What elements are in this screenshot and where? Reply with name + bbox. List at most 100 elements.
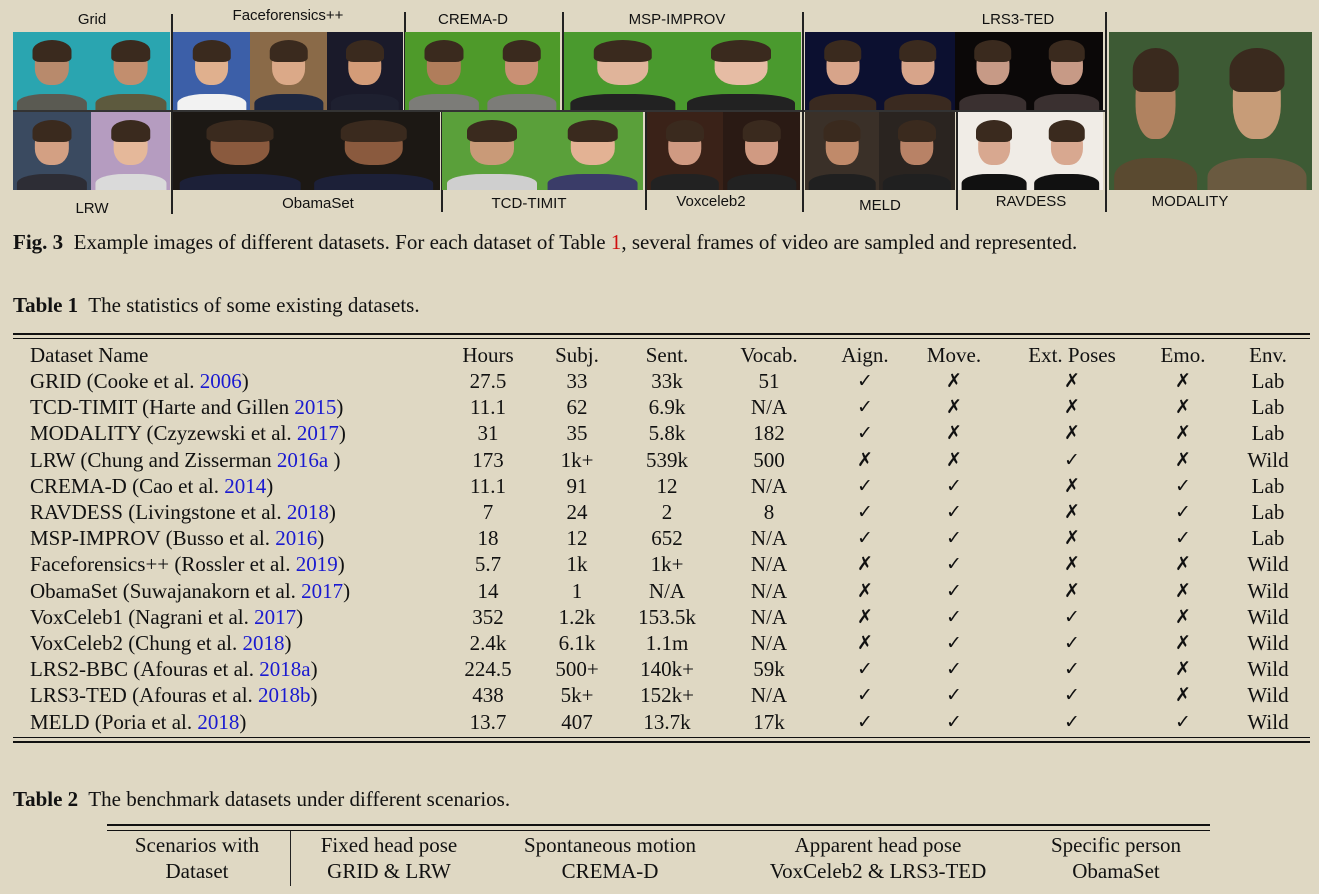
table-cell: 13.7 [469,709,507,734]
citation-year-link[interactable]: 2017 [296,421,339,446]
dataset-sample-frame [91,32,170,110]
table-cell: CREMA-D [561,859,659,883]
hair-shape [206,119,274,142]
table-cell: N/A [750,604,788,629]
citation-year-link[interactable]: 2006 [199,369,242,393]
hair-shape [424,39,464,62]
dataset-name-cell: MODALITY (Czyzewski et al. 2017) [30,421,346,445]
citation-year-link[interactable]: 2018b [258,683,311,708]
dataset-name-cell: RAVDESS (Livingstone et al. 2018) [30,500,336,524]
table-cell: Lab [1251,526,1285,551]
table-cell: 33 [566,369,588,393]
shoulders-shape [808,174,876,190]
dataset-name-cell: GRID (Cooke et al. 2006) [30,369,249,393]
check-icon: ✓ [1175,527,1191,550]
table-cell: 59k [753,657,785,682]
dataset-name-cell: LRS2-BBC (Afouras et al. 2018a) [30,657,318,681]
cross-icon: ✗ [946,422,962,445]
hair-shape [593,39,652,62]
shoulders-shape [313,174,434,190]
shoulders-shape [1113,158,1198,190]
citation-year-link[interactable]: 2018 [197,709,240,734]
table2-caption: Table 2 The benchmark datasets under dif… [13,787,510,812]
check-icon: ✓ [857,396,873,419]
dataset-sample-frame [173,32,250,110]
dataset-name-cell: LRW (Chung and Zisserman 2016a ) [30,448,341,472]
table-cell: 500+ [555,657,599,682]
table-cell: 438 [472,683,504,708]
cross-icon: ✗ [857,553,873,576]
citation-year-link[interactable]: 2018a [259,657,311,682]
dataset-name-cell: VoxCeleb1 (Nagrani et al. 2017) [30,605,303,629]
dataset-name: LRW (Chung and Zisserman [30,447,277,472]
check-icon: ✓ [1064,684,1080,707]
shoulders-shape [1207,158,1307,190]
hair-shape [269,39,308,62]
dataset-name: ObamaSet (Suwajanakorn et al. [30,578,302,603]
row-header: Scenarios with [134,833,260,857]
table-cell: 6.1k [558,631,596,655]
hair-shape [898,119,936,142]
citation-year-link[interactable]: 2017 [301,578,344,603]
label-msp-improv: MSP-IMPROV [628,11,726,28]
dataset-name: MELD (Poria et al. [30,709,198,734]
citation-close: ) [328,447,341,472]
label-voxceleb2: Voxceleb2 [676,193,746,210]
dataset-name: LRS3-TED (Afouras et al. [30,683,259,708]
hair-shape [742,119,781,142]
cross-icon: ✗ [1175,658,1191,681]
check-icon: ✓ [857,422,873,445]
check-icon: ✓ [946,710,962,733]
table-cell: 1 [571,578,583,603]
table-cell: Fixed head pose [320,833,458,857]
column-header: Emo. [1160,343,1206,367]
cross-icon: ✗ [857,632,873,654]
dataset-sample-frame [1030,112,1103,190]
cross-icon: ✗ [1175,422,1191,445]
citation-year-link[interactable]: 2016 [275,526,318,551]
table-cell: Spontaneous motion [523,833,697,857]
dataset-sample-frame [13,112,91,190]
citation-year-link[interactable]: 2014 [224,473,267,498]
table1-bottom-rule-thin [13,737,1310,738]
cross-icon: ✗ [1064,370,1080,392]
table-cell: ObamaSet [1072,859,1160,883]
table-ref-link[interactable]: 1 [610,230,622,254]
citation-year-link[interactable]: 2015 [294,395,337,420]
citation-year-link[interactable]: 2019 [295,552,338,577]
dataset-sample-frame [91,112,170,190]
shoulders-shape [808,94,877,110]
dataset-sample-frame [681,32,801,110]
dataset-sample-frame [483,32,560,110]
cross-icon: ✗ [1064,501,1080,523]
dataset-name: TCD-TIMIT (Harte and Gillen [30,395,295,420]
check-icon: ✓ [857,684,873,707]
table-cell: Lab [1251,395,1285,420]
citation-year-link[interactable]: 2016a [276,447,329,472]
table-cell: 11.1 [470,473,506,498]
check-icon: ✓ [946,553,962,576]
shoulders-shape [1033,94,1100,110]
check-icon: ✓ [946,501,962,523]
shoulders-shape [883,94,952,110]
check-icon: ✓ [946,605,962,628]
check-icon: ✓ [946,527,962,550]
citation-close: ) [343,578,351,603]
shoulders-shape [882,174,952,190]
table-cell: N/A [648,578,686,603]
table-cell: Wild [1247,709,1289,734]
citation-year-link[interactable]: 2017 [254,604,297,629]
table-cell: 1k+ [650,552,684,577]
hair-shape [823,39,862,62]
check-icon: ✓ [857,658,873,681]
dataset-name-cell: MSP-IMPROV (Busso et al. 2016) [30,526,324,550]
label-ravdess: RAVDESS [995,193,1067,210]
hair-shape [567,119,618,142]
table-cell: VoxCeleb2 & LRS3-TED [769,859,987,883]
citation-year-link[interactable]: 2018 [286,500,329,524]
hair-shape [32,39,72,62]
cross-icon: ✗ [1064,422,1080,445]
citation-year-link[interactable]: 2018 [242,631,285,655]
label-meld: MELD [859,197,901,214]
check-icon: ✓ [857,501,873,523]
